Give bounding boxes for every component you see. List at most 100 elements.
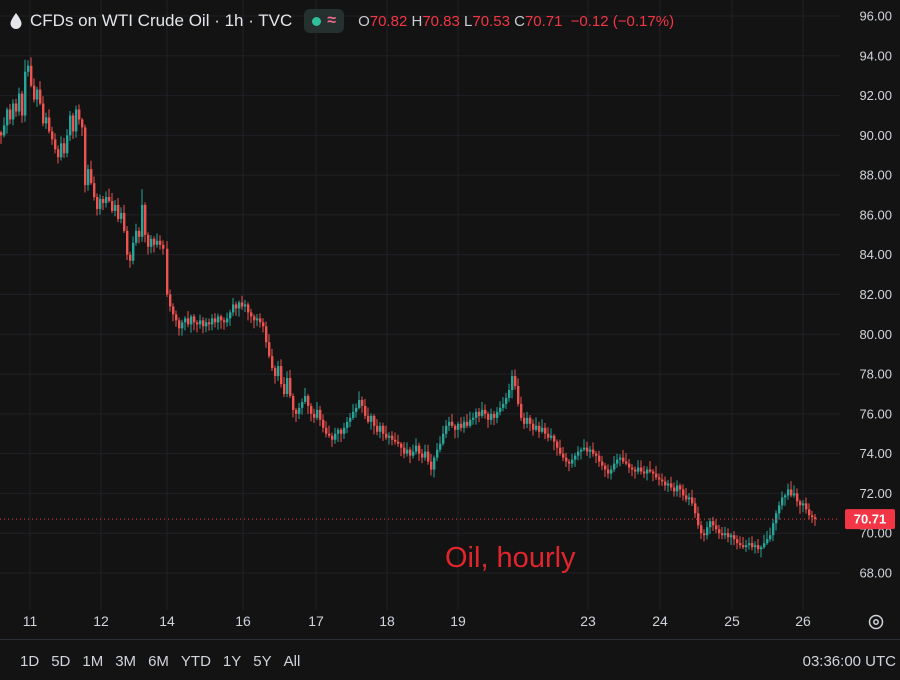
high-key: H [411, 12, 423, 30]
candle [328, 425, 331, 438]
candle [78, 104, 81, 125]
candle [337, 427, 340, 442]
candle [541, 419, 544, 434]
candle [376, 419, 379, 436]
candle [466, 414, 469, 429]
candle [141, 189, 144, 242]
candle [280, 359, 283, 388]
candle [514, 369, 517, 390]
candle [661, 473, 664, 486]
candle [736, 535, 739, 550]
candle [616, 453, 619, 468]
chart-annotation[interactable]: Oil, hourly [445, 542, 576, 574]
candle [379, 422, 382, 439]
candle [691, 489, 694, 507]
candle [132, 236, 135, 265]
candle [622, 449, 625, 464]
candle [144, 202, 147, 243]
candle [571, 453, 574, 468]
candle [700, 520, 703, 540]
candle [57, 145, 60, 164]
candle [223, 317, 226, 330]
time-scale[interactable]: 11 12 14 16 17 18 19 23 24 25 26 [23, 613, 811, 629]
candle [628, 459, 631, 474]
low-value: 70.53 [472, 12, 510, 30]
price-tick-label: 84.00 [859, 247, 892, 262]
price-tick-label: 96.00 [859, 9, 892, 24]
candle [595, 450, 598, 464]
last-price-label: 70.71 [854, 512, 887, 527]
candle [526, 411, 529, 428]
candle [99, 194, 102, 215]
candle [126, 226, 129, 261]
candle [610, 465, 613, 480]
candle [409, 447, 412, 464]
candle [244, 299, 247, 312]
candle [676, 480, 679, 497]
range-button-ytd[interactable]: YTD [180, 653, 211, 670]
candle [370, 413, 373, 430]
candle [778, 501, 781, 520]
candle [715, 519, 718, 534]
candle [60, 136, 63, 161]
candle [93, 176, 96, 201]
candle [643, 465, 646, 478]
candle [787, 483, 790, 500]
range-button-3m[interactable]: 3M [115, 653, 137, 670]
candle [277, 360, 280, 381]
candle [301, 398, 304, 415]
symbol-title[interactable]: CFDs on WTI Crude Oil · 1h · TVC [30, 11, 293, 30]
candle [373, 414, 376, 435]
candle [292, 393, 295, 418]
candle [460, 417, 463, 432]
candle [808, 503, 811, 520]
candle [253, 314, 256, 329]
price-tick-label: 86.00 [859, 207, 892, 222]
time-tick-label: 12 [93, 613, 109, 629]
candle [147, 232, 150, 255]
open-value: 70.82 [369, 12, 408, 30]
candle [742, 537, 745, 550]
range-button-1d[interactable]: 1D [20, 653, 40, 670]
candle [469, 411, 472, 428]
candle [640, 460, 643, 475]
candle [361, 396, 364, 413]
range-button-5y[interactable]: 5Y [253, 653, 272, 670]
candle [111, 193, 114, 214]
price-scale-bg [840, 0, 900, 638]
range-button-1m[interactable]: 1M [82, 653, 104, 670]
candle [613, 455, 616, 473]
candle [724, 526, 727, 539]
price-scale[interactable]: 96.00 94.00 92.00 90.00 88.00 86.00 84.00 82.00… [840, 0, 900, 638]
candle [90, 160, 93, 185]
candle [394, 432, 397, 445]
candle [388, 432, 391, 445]
bottom-toolbar: 1D 5D 1M 3M 6M YTD 1Y 5Y All 03:36:00 UTC [0, 639, 900, 680]
gear-icon[interactable] [865, 611, 887, 633]
candle [382, 422, 385, 441]
candle [406, 442, 409, 457]
candle [775, 510, 778, 531]
price-tick-label: 74.00 [859, 446, 892, 461]
range-button-5d[interactable]: 5D [51, 653, 71, 670]
candle [670, 476, 673, 491]
candle [108, 188, 111, 203]
status-pill[interactable]: ≈ [304, 9, 345, 33]
candle [117, 198, 120, 223]
price-tick-label: 90.00 [859, 128, 892, 143]
price-tick-label: 78.00 [859, 367, 892, 382]
candle [499, 401, 502, 416]
candle [129, 251, 132, 268]
clock[interactable]: 03:36:00 UTC [802, 653, 896, 670]
candle [649, 461, 652, 474]
range-button-1y[interactable]: 1Y [222, 653, 242, 670]
range-button-all[interactable]: All [283, 653, 301, 670]
candle [3, 117, 6, 138]
candle [190, 314, 193, 333]
candle [445, 420, 448, 439]
candle [520, 396, 523, 421]
candle [9, 104, 12, 125]
range-button-6m[interactable]: 6M [148, 653, 169, 670]
candle [187, 311, 190, 328]
